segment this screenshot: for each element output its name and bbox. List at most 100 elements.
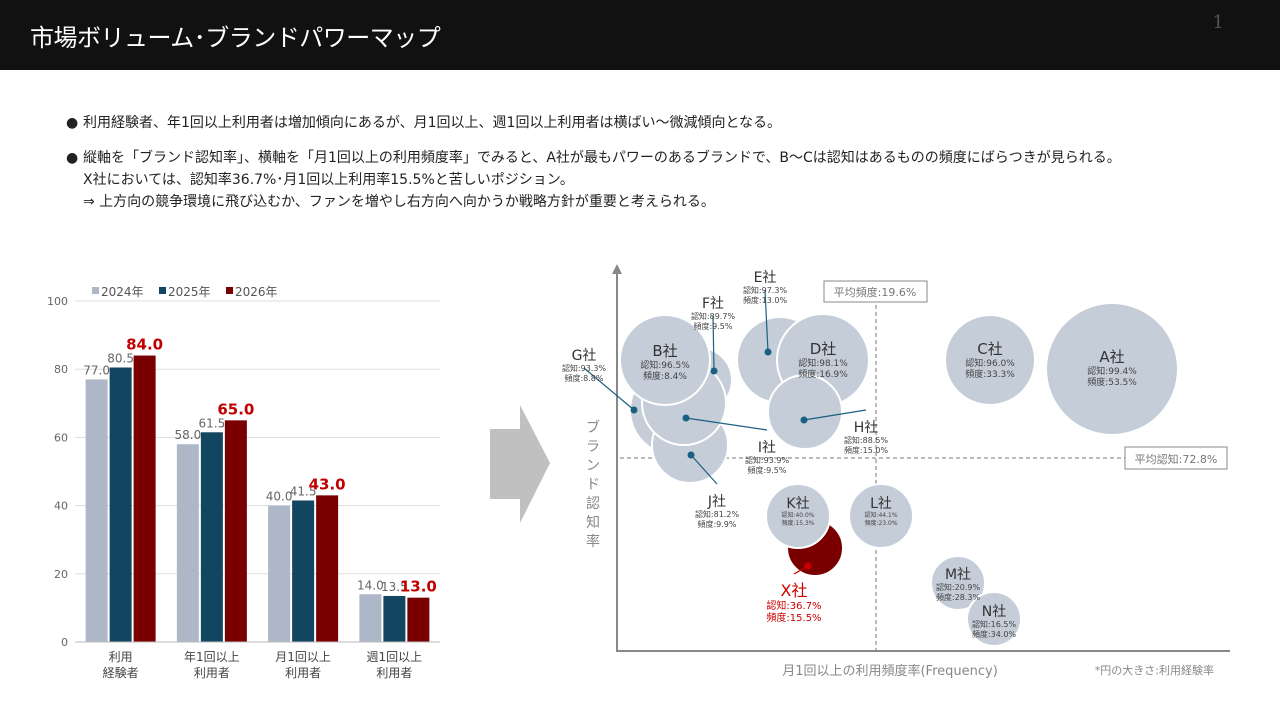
y-axis-label-char: ブ xyxy=(586,419,600,436)
bubble-dot xyxy=(710,367,718,375)
bar xyxy=(292,500,315,642)
x-tick-label: 利用者 xyxy=(285,666,321,680)
legend-label: 2026年 xyxy=(235,285,278,299)
awareness-value: 認知:44.1% xyxy=(864,511,897,519)
bubble-A社 xyxy=(1045,302,1179,436)
y-tick-label: 60 xyxy=(54,431,68,444)
bubble-dot xyxy=(764,348,772,356)
company-name: N社 xyxy=(982,604,1006,620)
data-label: 84.0 xyxy=(126,336,163,354)
bubble-size-note: *円の大きさ:利用経験率 xyxy=(1095,663,1214,677)
company-name: L社 xyxy=(870,496,892,512)
bubble-K社 xyxy=(765,483,831,549)
awareness-value: 認知:40.0% xyxy=(781,511,814,519)
y-tick-label: 100 xyxy=(47,295,68,308)
page-title: 市場ボリューム･ブランドパワーマップ xyxy=(30,24,441,52)
y-tick-label: 20 xyxy=(54,568,68,581)
x-tick-label: 年1回以上 xyxy=(184,650,240,664)
bar-chart: 0 20 40 60 80 100 2024年 2025年 2026年 77.080.584.0 利… xyxy=(47,285,440,680)
x-tick-label: 利用者 xyxy=(376,666,412,680)
bubble-dot xyxy=(687,451,695,459)
y-tick-label: 0 xyxy=(61,636,68,649)
awareness-value: 認知:20.9% xyxy=(936,582,981,592)
bar xyxy=(407,597,430,642)
page-number: 1 xyxy=(1212,12,1224,33)
bubble-N社 xyxy=(966,591,1022,647)
bar xyxy=(176,444,199,642)
legend-swatch xyxy=(226,287,233,294)
data-label: 41.5 xyxy=(290,484,317,498)
company-name: M社 xyxy=(945,567,971,583)
frequency-value: 頻度:34.0% xyxy=(972,629,1017,639)
arrow-shape xyxy=(490,405,550,523)
leader-line xyxy=(764,289,769,353)
bubble-C社 xyxy=(944,314,1036,406)
bubble-dot xyxy=(682,414,690,422)
y-axis-label-char: ド xyxy=(586,477,600,493)
bar xyxy=(359,594,382,642)
awareness-value: 認知:97.3% xyxy=(743,285,788,295)
leader-line xyxy=(803,409,867,421)
frequency-value: 頻度:9.5% xyxy=(747,465,786,475)
legend-label: 2024年 xyxy=(101,285,144,299)
awareness-value: 認知:96.5% xyxy=(640,359,690,371)
company-name: E社 xyxy=(754,270,777,286)
data-label: 14.0 xyxy=(357,578,384,592)
legend-swatch xyxy=(159,287,166,294)
bubble-B社 xyxy=(619,314,711,406)
leader-line xyxy=(583,367,635,411)
bullet-1: ● 利用経験者、年1回以上利用者は増加傾向にあるが、月1回以上、週1回以上利用者… xyxy=(66,115,782,131)
y-tick-label: 80 xyxy=(54,363,68,376)
bar xyxy=(200,432,223,642)
company-name: K社 xyxy=(786,496,809,512)
frequency-value: 頻度:13.0% xyxy=(743,295,788,305)
awareness-value: 認知:93.3% xyxy=(562,363,607,373)
data-label: 40.0 xyxy=(266,490,293,504)
company-name: F社 xyxy=(702,296,724,312)
frequency-value: 頻度:8.4% xyxy=(643,370,687,382)
y-axis-label-char: 知 xyxy=(586,514,600,531)
data-label: 65.0 xyxy=(217,400,254,418)
frequency-value: 頻度:16.9% xyxy=(798,368,848,380)
leader-line xyxy=(712,315,715,372)
avg-awareness-label: 平均認知:72.8% xyxy=(1135,452,1218,466)
y-axis-arrow xyxy=(612,264,622,274)
data-label: 61.5 xyxy=(199,416,226,430)
avg-frequency-box xyxy=(823,280,928,303)
y-axis-label-char: ン xyxy=(586,458,600,474)
bubble-L社 xyxy=(848,483,914,549)
bar xyxy=(316,495,339,642)
frequency-value: 頻度:23.0% xyxy=(864,519,897,527)
bubble-H社 xyxy=(767,374,843,450)
company-name: B社 xyxy=(652,342,677,360)
data-label: 58.0 xyxy=(175,428,202,442)
x-tick-label: 経験者 xyxy=(103,665,139,680)
company-name: C社 xyxy=(977,340,1002,358)
bubble-dot xyxy=(804,562,812,570)
frequency-value: 頻度:33.3% xyxy=(965,368,1015,380)
company-name: H社 xyxy=(854,420,879,436)
bullet-2: ● 縦軸を「ブランド認知率」、横軸を「月1回以上の利用頻度率」でみると、A社が最… xyxy=(66,150,1121,210)
x-tick-label: 月1回以上 xyxy=(275,650,331,664)
awareness-value: 認知:36.7% xyxy=(766,599,821,612)
leader-line xyxy=(690,454,718,485)
bar xyxy=(85,379,108,642)
bar xyxy=(109,367,132,642)
frequency-value: 頻度:15.3% xyxy=(781,519,814,527)
bar xyxy=(268,505,291,642)
data-label: 13.5 xyxy=(381,580,408,594)
y-axis-label-char: 認 xyxy=(586,496,600,512)
bubble-M社 xyxy=(930,555,986,611)
frequency-value: 頻度:15.5% xyxy=(766,611,821,624)
bar xyxy=(224,420,247,642)
y-axis-label-char: 率 xyxy=(586,533,600,550)
data-label: 13.0 xyxy=(400,578,437,596)
awareness-value: 認知:99.4% xyxy=(1087,365,1137,377)
x-tick-label: 利用 xyxy=(109,650,133,664)
y-axis-label-char: ラ xyxy=(586,439,600,455)
frequency-value: 頻度:15.0% xyxy=(844,445,889,455)
frequency-value: 頻度:28.3% xyxy=(936,592,981,602)
x-tick-label: 利用者 xyxy=(194,666,230,680)
legend-label: 2025年 xyxy=(168,285,211,299)
